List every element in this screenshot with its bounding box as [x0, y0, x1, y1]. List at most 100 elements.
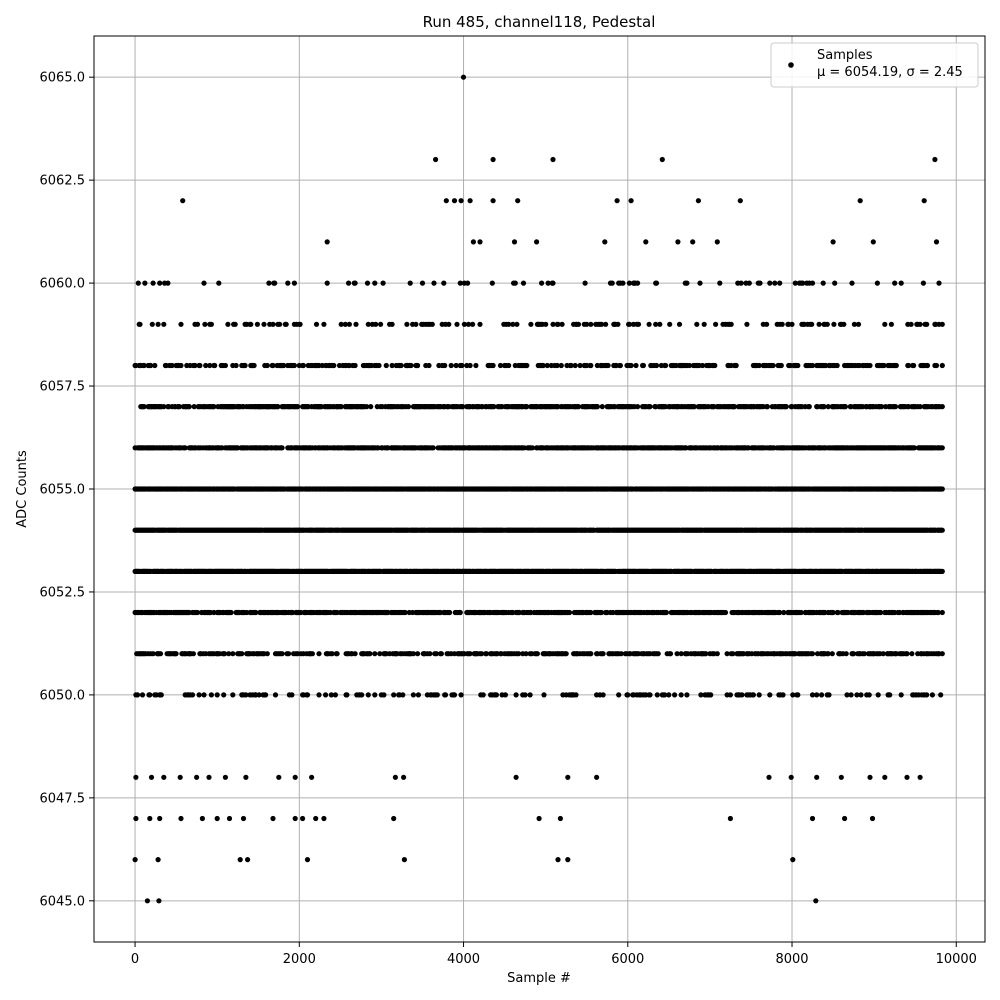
data-point	[835, 609, 841, 616]
data-point	[460, 404, 466, 410]
data-point	[790, 692, 796, 698]
data-point	[647, 404, 653, 410]
data-point	[714, 651, 720, 657]
data-point	[844, 692, 850, 698]
data-point	[722, 609, 729, 616]
data-point	[367, 651, 373, 657]
data-point	[911, 445, 918, 451]
data-point	[381, 692, 387, 698]
data-point	[364, 404, 370, 410]
data-point	[588, 609, 594, 616]
data-point	[724, 651, 730, 657]
data-point	[523, 651, 529, 657]
data-point	[279, 651, 285, 657]
data-point	[400, 692, 406, 698]
data-point	[698, 692, 704, 698]
data-point	[434, 692, 440, 698]
data-point	[415, 692, 421, 698]
data-point	[618, 651, 624, 657]
data-point	[377, 651, 383, 657]
data-point	[230, 651, 236, 657]
data-point	[211, 404, 217, 410]
data-point	[666, 692, 672, 698]
data-point	[480, 692, 486, 698]
data-point	[286, 651, 292, 657]
data-point	[781, 609, 787, 616]
data-point	[316, 692, 322, 698]
data-point	[829, 651, 835, 657]
data-point	[541, 692, 547, 698]
data-point	[819, 692, 825, 698]
data-points	[132, 74, 945, 904]
data-point	[289, 692, 295, 698]
data-point	[798, 609, 804, 616]
data-point	[150, 651, 156, 657]
data-point	[691, 404, 697, 410]
data-point	[239, 651, 245, 657]
data-point	[502, 692, 508, 698]
data-point	[372, 651, 378, 657]
data-point	[727, 692, 734, 698]
data-point	[909, 651, 915, 657]
data-point	[880, 651, 886, 657]
data-point	[304, 692, 311, 698]
data-point	[667, 651, 674, 657]
data-point	[616, 692, 622, 698]
data-point	[826, 692, 832, 698]
data-point	[221, 692, 227, 698]
data-point	[208, 692, 214, 698]
data-point	[851, 651, 857, 657]
data-point	[451, 692, 458, 698]
data-point	[854, 692, 860, 698]
data-point	[929, 692, 936, 698]
data-point	[256, 692, 262, 698]
data-point	[161, 404, 167, 410]
data-point	[372, 692, 378, 698]
data-point	[527, 692, 533, 698]
data-point	[598, 609, 605, 616]
data-point	[703, 651, 709, 657]
data-point	[222, 651, 228, 657]
data-point	[904, 651, 910, 657]
data-point	[924, 692, 930, 698]
data-point	[939, 445, 945, 451]
data-point	[365, 692, 371, 698]
data-point	[672, 692, 678, 698]
data-point	[189, 692, 196, 698]
data-point	[158, 692, 164, 698]
data-point	[522, 692, 528, 698]
data-point	[843, 651, 849, 657]
data-point	[176, 404, 182, 410]
data-point	[513, 692, 519, 698]
data-point	[272, 692, 279, 698]
data-point	[939, 568, 945, 575]
data-point	[157, 651, 164, 657]
data-point	[438, 651, 444, 657]
data-point	[173, 651, 179, 657]
data-point	[678, 651, 684, 657]
data-point	[730, 651, 736, 657]
data-point	[139, 692, 146, 698]
data-point	[795, 692, 801, 698]
data-point	[935, 609, 941, 616]
data-point	[861, 651, 867, 657]
data-point	[190, 651, 196, 657]
data-point	[186, 404, 192, 410]
data-point	[243, 692, 249, 698]
data-point	[524, 404, 530, 410]
data-point	[430, 445, 436, 451]
data-point	[201, 692, 207, 698]
data-point	[334, 651, 340, 657]
data-point	[479, 651, 485, 657]
data-point	[402, 609, 408, 616]
data-point	[182, 445, 188, 451]
data-point	[635, 404, 641, 410]
data-point	[600, 651, 606, 657]
data-point	[678, 692, 684, 698]
data-point	[654, 692, 660, 698]
data-point	[141, 404, 147, 410]
data-point	[442, 692, 449, 698]
data-point	[338, 404, 344, 410]
data-point	[263, 692, 269, 698]
